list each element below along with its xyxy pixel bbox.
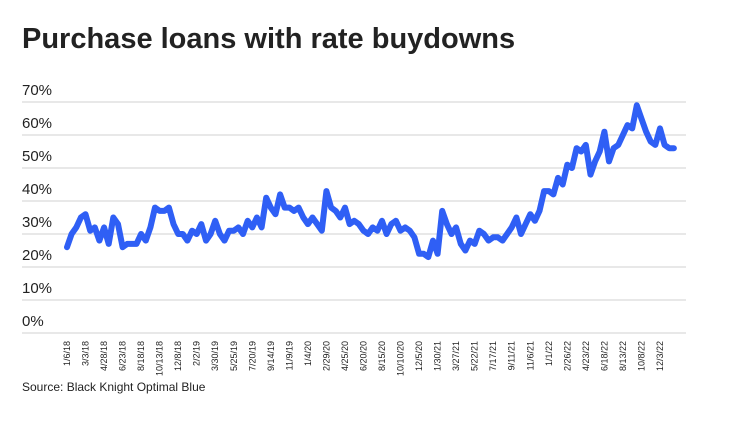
- y-tick-label: 10%: [22, 280, 52, 297]
- x-tick-label: 6/20/20: [358, 341, 368, 371]
- x-tick-label: 4/28/18: [99, 341, 109, 371]
- x-tick-label: 8/15/20: [377, 341, 387, 371]
- x-tick-label: 4/25/20: [340, 341, 350, 371]
- x-tick-label: 12/8/18: [173, 341, 183, 371]
- x-tick-label: 2/26/22: [562, 341, 572, 371]
- x-tick-label: 6/18/22: [599, 341, 609, 371]
- x-tick-label: 3/3/18: [81, 341, 91, 366]
- x-tick-label: 9/14/19: [266, 341, 276, 371]
- y-tick-label: 70%: [22, 82, 52, 99]
- y-tick-label: 0%: [22, 313, 44, 330]
- x-tick-label: 5/22/21: [470, 341, 480, 371]
- x-tick-label: 8/13/22: [618, 341, 628, 371]
- data-line: [64, 102, 677, 261]
- x-tick-label: 3/30/19: [210, 341, 220, 371]
- y-tick-label: 50%: [22, 148, 52, 165]
- x-tick-label: 1/6/18: [62, 341, 72, 366]
- x-tick-label: 1/30/21: [433, 341, 443, 371]
- x-tick-label: 12/5/20: [414, 341, 424, 371]
- x-tick-label: 9/11/21: [507, 341, 517, 370]
- x-tick-label: 4/23/22: [581, 341, 591, 371]
- x-tick-label: 10/13/18: [155, 341, 165, 376]
- x-tick-label: 6/23/18: [118, 341, 128, 371]
- x-tick-label: 2/2/19: [192, 341, 202, 366]
- x-tick-label: 2/29/20: [321, 341, 331, 371]
- y-tick-label: 20%: [22, 247, 52, 264]
- x-tick-label: 1/1/22: [544, 341, 554, 366]
- x-tick-label: 12/3/22: [655, 341, 665, 371]
- x-tick-label: 5/25/19: [229, 341, 239, 371]
- source-note: Source: Black Knight Optimal Blue: [22, 380, 206, 394]
- y-tick-label: 40%: [22, 181, 52, 198]
- x-tick-label: 11/9/19: [284, 341, 294, 370]
- chart-title: Purchase loans with rate buydowns: [22, 23, 515, 55]
- x-tick-label: 10/8/22: [636, 341, 646, 371]
- x-tick-label: 1/4/20: [303, 341, 313, 366]
- x-tick-label: 7/17/21: [488, 341, 498, 371]
- x-tick-label: 11/6/21: [525, 341, 535, 370]
- x-tick-label: 10/10/20: [396, 341, 406, 376]
- y-tick-label: 30%: [22, 214, 52, 231]
- x-tick-label: 3/27/21: [451, 341, 461, 371]
- y-tick-label: 60%: [22, 115, 52, 132]
- x-tick-label: 8/18/18: [136, 341, 146, 371]
- x-tick-label: 7/20/19: [247, 341, 257, 371]
